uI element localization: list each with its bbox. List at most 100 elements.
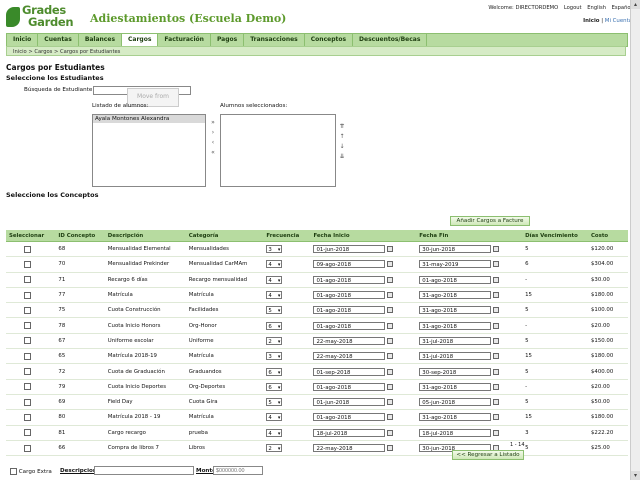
calendar-icon[interactable] bbox=[493, 368, 500, 375]
end-date-input[interactable]: 31-ago-2018 bbox=[419, 382, 492, 391]
calendar-icon[interactable] bbox=[387, 429, 394, 436]
row-checkbox[interactable] bbox=[24, 352, 31, 360]
move-all-right-icon[interactable]: » bbox=[211, 119, 215, 126]
frequency-select[interactable]: 6 bbox=[266, 367, 283, 377]
calendar-icon[interactable] bbox=[387, 322, 394, 329]
tab-cargos[interactable]: Cargos bbox=[122, 34, 159, 46]
col-costo[interactable]: Costo bbox=[587, 230, 628, 242]
row-checkbox[interactable] bbox=[24, 444, 31, 452]
tab-transacciones[interactable]: Transacciones bbox=[244, 34, 305, 46]
spanish-link[interactable]: Español bbox=[611, 5, 632, 11]
calendar-icon[interactable] bbox=[387, 261, 394, 268]
move-all-left-icon[interactable]: « bbox=[211, 149, 215, 156]
start-date-input[interactable]: 09-ago-2018 bbox=[313, 260, 386, 269]
tab-descuentos-becas[interactable]: Descuentos/Becas bbox=[353, 34, 428, 46]
col-fecha-fin[interactable]: Fecha Fin bbox=[416, 230, 523, 242]
move-bottom-icon[interactable]: ⇊ bbox=[339, 153, 345, 160]
row-checkbox[interactable] bbox=[24, 291, 31, 299]
calendar-icon[interactable] bbox=[387, 307, 394, 314]
row-checkbox[interactable] bbox=[24, 337, 31, 345]
end-date-input[interactable]: 31-ago-2018 bbox=[419, 413, 492, 422]
end-date-input[interactable]: 31-jul-2018 bbox=[419, 352, 492, 361]
start-date-input[interactable]: 01-ago-2018 bbox=[313, 382, 386, 391]
tab-balances[interactable]: Balances bbox=[79, 34, 123, 46]
move-up-icon[interactable]: ↑ bbox=[339, 133, 345, 140]
start-date-input[interactable]: 22-may-2018 bbox=[313, 444, 386, 452]
start-date-input[interactable]: 01-ago-2018 bbox=[313, 275, 386, 284]
row-checkbox[interactable] bbox=[24, 322, 31, 330]
col-dias-vencimiento[interactable]: Días Vencimiento bbox=[522, 230, 588, 242]
calendar-icon[interactable] bbox=[493, 399, 500, 406]
calendar-icon[interactable] bbox=[493, 261, 500, 268]
frequency-select[interactable]: 6 bbox=[266, 321, 283, 331]
frequency-select[interactable]: 4 bbox=[266, 291, 283, 300]
col-categoria[interactable]: Categoría bbox=[185, 230, 264, 242]
row-checkbox[interactable] bbox=[24, 429, 31, 437]
start-date-input[interactable]: 01-jun-2018 bbox=[313, 398, 386, 407]
start-date-input[interactable]: 01-sep-2018 bbox=[313, 367, 386, 376]
row-checkbox[interactable] bbox=[24, 383, 31, 391]
calendar-icon[interactable] bbox=[493, 383, 500, 390]
end-date-input[interactable]: 31-ago-2018 bbox=[419, 291, 492, 300]
col-fecha-inicio[interactable]: Fecha Inicio bbox=[310, 230, 417, 242]
col-descripcion[interactable]: Descripción bbox=[104, 230, 186, 242]
tab-inicio[interactable]: Inicio bbox=[7, 34, 39, 46]
row-checkbox[interactable] bbox=[24, 306, 31, 314]
move-left-icon[interactable]: ‹ bbox=[211, 139, 215, 146]
end-date-input[interactable]: 01-ago-2018 bbox=[419, 275, 492, 284]
calendar-icon[interactable] bbox=[387, 399, 394, 406]
start-date-input[interactable]: 01-jun-2018 bbox=[313, 245, 386, 254]
frequency-select[interactable]: 4 bbox=[266, 413, 283, 422]
calendar-icon[interactable] bbox=[493, 414, 500, 421]
end-date-input[interactable]: 05-jun-2018 bbox=[419, 398, 492, 407]
frequency-select[interactable]: 4 bbox=[266, 260, 283, 269]
scroll-up-icon[interactable]: ▴ bbox=[631, 0, 640, 9]
back-to-list-button[interactable]: << Regresar a Listado bbox=[452, 450, 524, 460]
calendar-icon[interactable] bbox=[387, 368, 394, 375]
move-down-icon[interactable]: ↓ bbox=[339, 143, 345, 150]
scroll-down-icon[interactable]: ▾ bbox=[631, 471, 640, 480]
student-list[interactable]: Ayala Montones Alexandra bbox=[92, 114, 206, 187]
move-right-icon[interactable]: › bbox=[211, 129, 215, 136]
logout-link[interactable]: Logout bbox=[563, 5, 582, 11]
start-date-input[interactable]: 22-may-2018 bbox=[313, 352, 386, 361]
calendar-icon[interactable] bbox=[493, 276, 500, 283]
start-date-input[interactable]: 18-jul-2018 bbox=[313, 428, 386, 437]
tab-facturacion[interactable]: Facturación bbox=[158, 34, 211, 46]
selected-students-list[interactable] bbox=[220, 114, 336, 187]
row-checkbox[interactable] bbox=[24, 260, 31, 268]
end-date-input[interactable]: 31-may-2019 bbox=[419, 260, 492, 269]
tab-conceptos[interactable]: Conceptos bbox=[305, 34, 354, 46]
calendar-icon[interactable] bbox=[387, 246, 394, 253]
start-date-input[interactable]: 01-ago-2018 bbox=[313, 413, 386, 422]
calendar-icon[interactable] bbox=[387, 337, 394, 344]
frequency-select[interactable]: 2 bbox=[266, 444, 283, 453]
tab-cuentas[interactable]: Cuentas bbox=[38, 34, 79, 46]
english-link[interactable]: English bbox=[587, 5, 606, 11]
calendar-icon[interactable] bbox=[387, 353, 394, 360]
inicio-link[interactable]: Inicio bbox=[583, 18, 600, 24]
col-frecuencia[interactable]: Frecuencia bbox=[263, 230, 311, 242]
frequency-select[interactable]: 6 bbox=[266, 382, 283, 392]
end-date-input[interactable]: 30-sep-2018 bbox=[419, 367, 492, 376]
extra-amount-input[interactable] bbox=[213, 466, 263, 475]
end-date-input[interactable]: 31-jul-2018 bbox=[419, 336, 492, 345]
mi-cuenta-link[interactable]: Mi Cuenta bbox=[604, 18, 632, 24]
calendar-icon[interactable] bbox=[387, 414, 394, 421]
frequency-select[interactable]: 5 bbox=[266, 306, 283, 315]
extra-desc-input[interactable] bbox=[94, 466, 194, 475]
end-date-input[interactable]: 31-ago-2018 bbox=[419, 321, 492, 330]
row-checkbox[interactable] bbox=[24, 245, 31, 253]
calendar-icon[interactable] bbox=[387, 292, 394, 299]
calendar-icon[interactable] bbox=[493, 292, 500, 299]
calendar-icon[interactable] bbox=[493, 322, 500, 329]
frequency-select[interactable]: 2 bbox=[266, 336, 283, 346]
col-seleccionar[interactable]: Seleccionar bbox=[6, 230, 56, 242]
extra-charge-checkbox[interactable] bbox=[10, 468, 17, 475]
calendar-icon[interactable] bbox=[493, 246, 500, 253]
row-checkbox[interactable] bbox=[24, 368, 31, 376]
calendar-icon[interactable] bbox=[493, 337, 500, 344]
start-date-input[interactable]: 01-ago-2018 bbox=[313, 321, 386, 330]
start-date-input[interactable]: 01-ago-2018 bbox=[313, 291, 386, 300]
page-scrollbar[interactable]: ▴ ▾ bbox=[630, 0, 640, 480]
